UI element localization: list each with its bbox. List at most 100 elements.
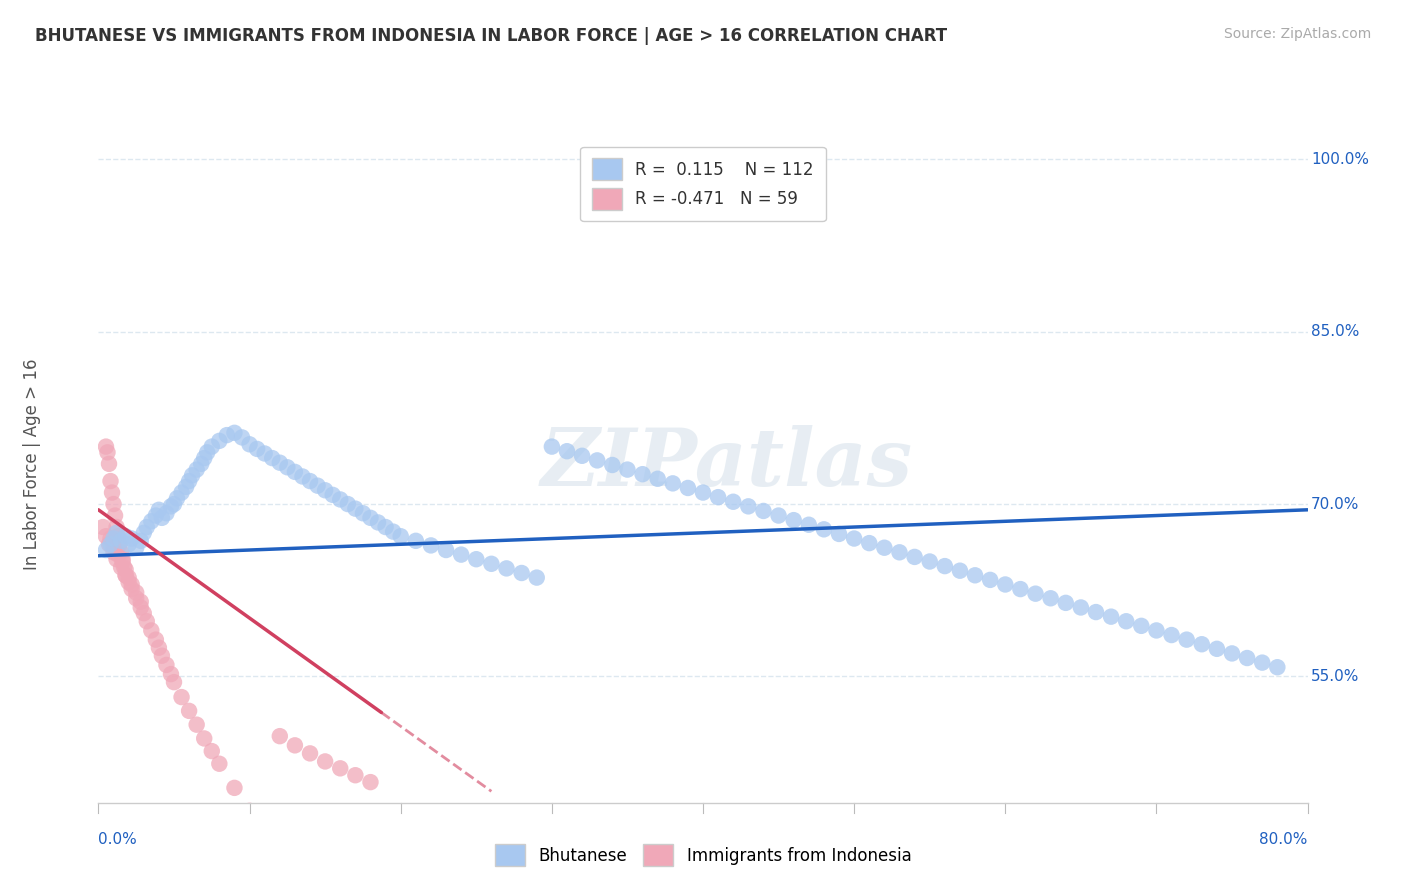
Point xyxy=(797,517,820,532)
Legend: Bhutanese, Immigrants from Indonesia: Bhutanese, Immigrants from Indonesia xyxy=(485,834,921,876)
Point xyxy=(224,780,246,795)
Point xyxy=(284,465,307,479)
Point xyxy=(1144,624,1167,638)
Point xyxy=(299,747,322,761)
Point xyxy=(174,480,197,494)
Point xyxy=(132,525,155,540)
Point xyxy=(145,508,167,523)
Point xyxy=(450,548,472,562)
Point xyxy=(889,545,911,559)
Point xyxy=(201,440,224,454)
Text: 55.0%: 55.0% xyxy=(1312,669,1360,684)
Point xyxy=(253,446,276,460)
Point xyxy=(382,524,405,539)
Point xyxy=(1054,596,1077,610)
Point xyxy=(104,508,127,523)
Point xyxy=(360,775,382,789)
Point xyxy=(979,573,1001,587)
Point xyxy=(103,545,125,559)
Point xyxy=(631,467,654,482)
Point xyxy=(291,469,314,483)
Point xyxy=(994,577,1017,591)
Point xyxy=(299,474,322,488)
Point xyxy=(103,540,125,554)
Point xyxy=(160,500,183,514)
Point xyxy=(1039,591,1062,606)
Point xyxy=(110,533,132,548)
Text: In Labor Force | Age > 16: In Labor Force | Age > 16 xyxy=(22,358,41,570)
Point xyxy=(163,675,186,690)
Point xyxy=(813,522,835,536)
Point xyxy=(389,529,412,543)
Point xyxy=(145,632,167,647)
Point xyxy=(419,538,441,552)
Point xyxy=(108,537,131,551)
Point xyxy=(1175,632,1198,647)
Point xyxy=(114,568,136,582)
Point xyxy=(1115,614,1137,628)
Point xyxy=(510,566,533,580)
Point xyxy=(190,457,212,471)
Point xyxy=(768,508,790,523)
Point xyxy=(676,481,699,495)
Point xyxy=(1236,651,1258,665)
Point xyxy=(1024,587,1046,601)
Point xyxy=(121,582,143,596)
Point xyxy=(344,501,367,516)
Point xyxy=(148,640,170,655)
Point xyxy=(239,804,262,818)
Point xyxy=(141,624,163,638)
Point xyxy=(94,440,117,454)
Point xyxy=(752,504,775,518)
Point xyxy=(405,533,427,548)
Point xyxy=(269,456,291,470)
Point xyxy=(526,571,548,585)
Text: ZIPatlas: ZIPatlas xyxy=(541,425,914,502)
Point xyxy=(177,474,201,488)
Text: 85.0%: 85.0% xyxy=(1312,324,1360,339)
Point xyxy=(110,560,132,574)
Point xyxy=(186,462,208,476)
Point xyxy=(125,591,148,606)
Text: Source: ZipAtlas.com: Source: ZipAtlas.com xyxy=(1223,27,1371,41)
Point xyxy=(118,571,141,585)
Point xyxy=(107,548,129,562)
Point xyxy=(135,614,157,628)
Point xyxy=(1085,605,1108,619)
Point xyxy=(177,704,201,718)
Point xyxy=(107,529,129,543)
Point xyxy=(602,458,624,472)
Point xyxy=(873,541,896,555)
Point xyxy=(121,532,143,546)
Point xyxy=(965,568,987,582)
Point xyxy=(100,474,122,488)
Point xyxy=(322,488,344,502)
Point xyxy=(329,761,352,775)
Point xyxy=(125,541,148,555)
Point xyxy=(329,492,352,507)
Point xyxy=(1191,637,1213,651)
Point xyxy=(647,472,669,486)
Point xyxy=(1160,628,1182,642)
Point xyxy=(1130,619,1153,633)
Point xyxy=(186,717,208,731)
Point xyxy=(193,731,215,746)
Point xyxy=(94,543,117,558)
Point xyxy=(344,768,367,782)
Point xyxy=(1070,600,1092,615)
Point xyxy=(314,755,336,769)
Point xyxy=(125,585,148,599)
Point xyxy=(253,824,276,838)
Point xyxy=(170,690,193,704)
Point xyxy=(1206,641,1229,656)
Point xyxy=(586,453,609,467)
Point xyxy=(101,485,124,500)
Point xyxy=(707,490,730,504)
Point xyxy=(181,468,204,483)
Point xyxy=(307,478,329,492)
Point xyxy=(195,445,218,459)
Point xyxy=(91,520,114,534)
Point xyxy=(100,532,122,546)
Point xyxy=(540,440,562,454)
Point xyxy=(495,561,517,575)
